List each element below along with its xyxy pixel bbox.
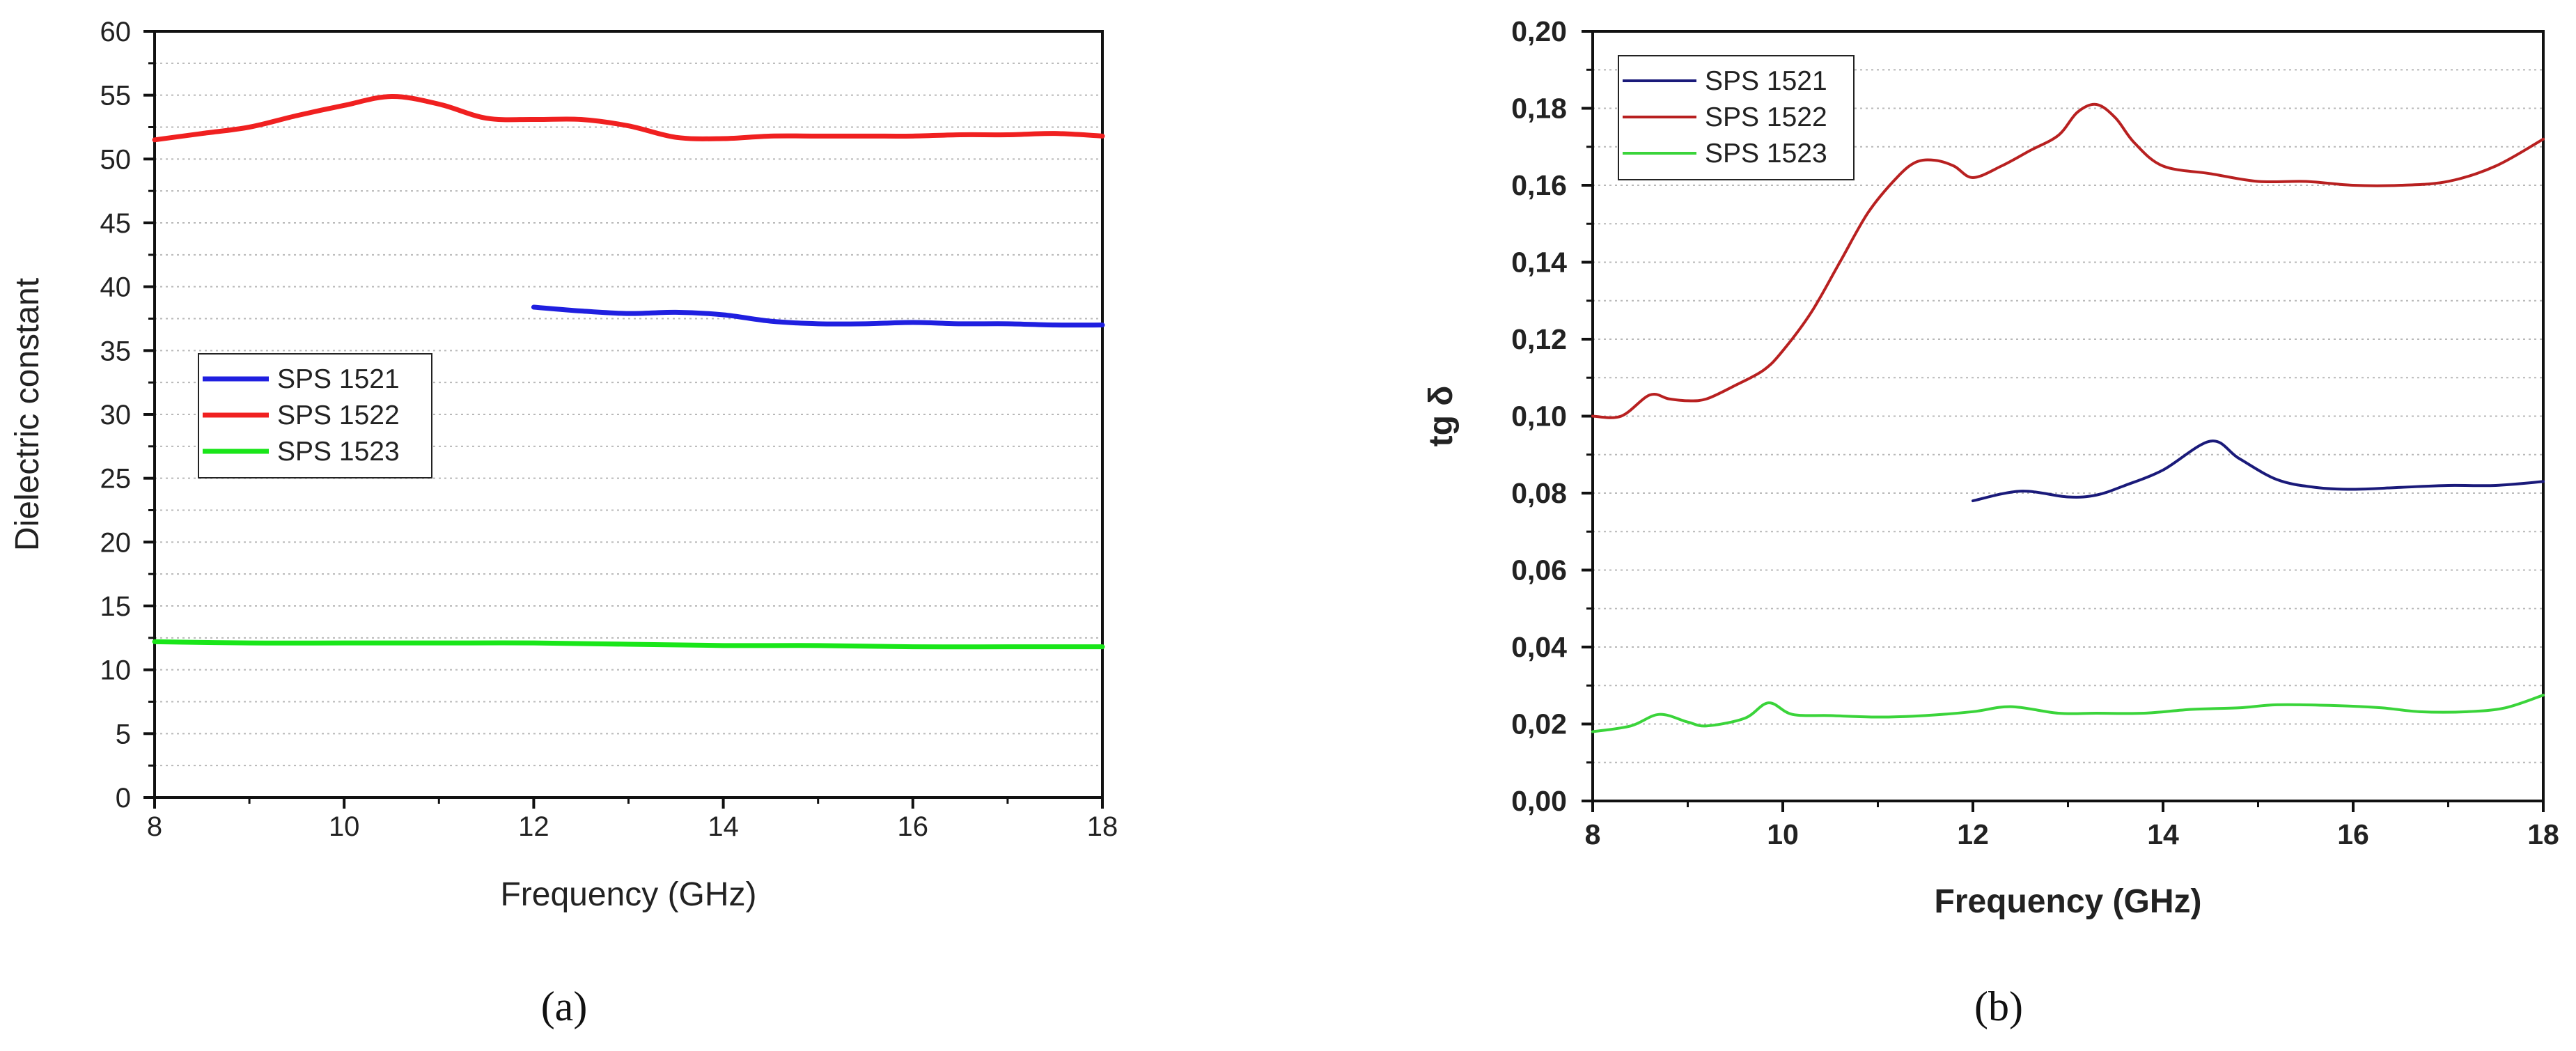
y-tick-label: 0,02 bbox=[1511, 708, 1567, 740]
x-tick-label: 10 bbox=[1767, 818, 1799, 850]
y-tick-label: 20 bbox=[100, 527, 132, 558]
panel-label-b-text: (b) bbox=[1974, 983, 2023, 1029]
y-tick-label: 0,06 bbox=[1511, 554, 1567, 586]
y-tick-label: 0,20 bbox=[1511, 15, 1567, 47]
x-tick-label: 16 bbox=[2337, 818, 2369, 850]
legend-label: SPS 1522 bbox=[277, 400, 400, 430]
legend-label: SPS 1521 bbox=[277, 364, 400, 394]
y-tick-label: 40 bbox=[100, 272, 132, 303]
series-line-sps-1521 bbox=[531, 304, 1105, 328]
y-axis-label: Dielectric constant bbox=[9, 278, 46, 551]
series-line-sps-1523 bbox=[152, 639, 1105, 650]
x-tick-label: 18 bbox=[2527, 818, 2559, 850]
chart-panel-b: 0,00 0,02 0,04 0,06 0,08 0,10 0,12 0,14 0,16 0,18… bbox=[1423, 15, 2559, 920]
y-tick-label: 10 bbox=[100, 655, 132, 686]
chart-panel-a: 0 5 10 15 20 25 30 35 40 45 50 55 60 8 10 12 14 16 18 Frequ… bbox=[9, 17, 1118, 913]
y-tick-label: 0,16 bbox=[1511, 169, 1567, 201]
y-tick-label: 0,14 bbox=[1511, 247, 1567, 279]
x-tick-label: 18 bbox=[1087, 811, 1118, 842]
y-tick-label: 50 bbox=[100, 144, 132, 175]
y-tick-label: 0,12 bbox=[1511, 323, 1567, 355]
panel-label-a-text: (a) bbox=[541, 983, 588, 1029]
y-tick-label: 35 bbox=[100, 336, 132, 366]
y-tick-label: 55 bbox=[100, 81, 132, 111]
panel-label-a: (a) bbox=[541, 983, 588, 1029]
y-tick-label: 0,10 bbox=[1511, 400, 1567, 433]
y-tick-label: 0,18 bbox=[1511, 93, 1567, 125]
y-tick-label: 0,00 bbox=[1511, 785, 1567, 817]
legend-label: SPS 1523 bbox=[1705, 139, 1827, 169]
y-axis-label: tg δ bbox=[1423, 386, 1460, 447]
y-tick-label: 60 bbox=[100, 17, 132, 47]
legend-label: SPS 1521 bbox=[1705, 66, 1827, 96]
y-tick-label: 0,08 bbox=[1511, 477, 1567, 509]
x-axis-label: Frequency (GHz) bbox=[500, 876, 756, 913]
series-line-sps-1522 bbox=[1591, 102, 2545, 419]
legend-label: SPS 1523 bbox=[277, 437, 400, 467]
series-line-sps-1522 bbox=[152, 93, 1105, 143]
series-line-sps-1521 bbox=[1972, 439, 2545, 503]
y-tick-label: 30 bbox=[100, 400, 132, 430]
x-tick-label: 12 bbox=[1957, 818, 1989, 850]
y-tick-label: 0,04 bbox=[1511, 631, 1567, 663]
x-tick-label: 16 bbox=[898, 811, 929, 842]
x-tick-label: 14 bbox=[2147, 818, 2179, 850]
y-tick-label: 15 bbox=[100, 591, 132, 622]
y-tick-label: 25 bbox=[100, 464, 132, 495]
x-tick-label: 12 bbox=[518, 811, 549, 842]
x-tick-label: 14 bbox=[708, 811, 739, 842]
y-tick-label: 5 bbox=[116, 719, 131, 749]
x-tick-label: 10 bbox=[329, 811, 360, 842]
series-line-sps-1523 bbox=[1591, 694, 2545, 733]
y-tick-label: 45 bbox=[100, 208, 132, 239]
x-axis-label: Frequency (GHz) bbox=[1934, 883, 2201, 920]
x-tick-label: 8 bbox=[1585, 818, 1601, 850]
y-tick-label: 0 bbox=[116, 783, 131, 813]
panel-label-b: (b) bbox=[1974, 983, 2023, 1029]
legend-label: SPS 1522 bbox=[1705, 102, 1827, 132]
x-tick-label: 8 bbox=[147, 811, 162, 842]
